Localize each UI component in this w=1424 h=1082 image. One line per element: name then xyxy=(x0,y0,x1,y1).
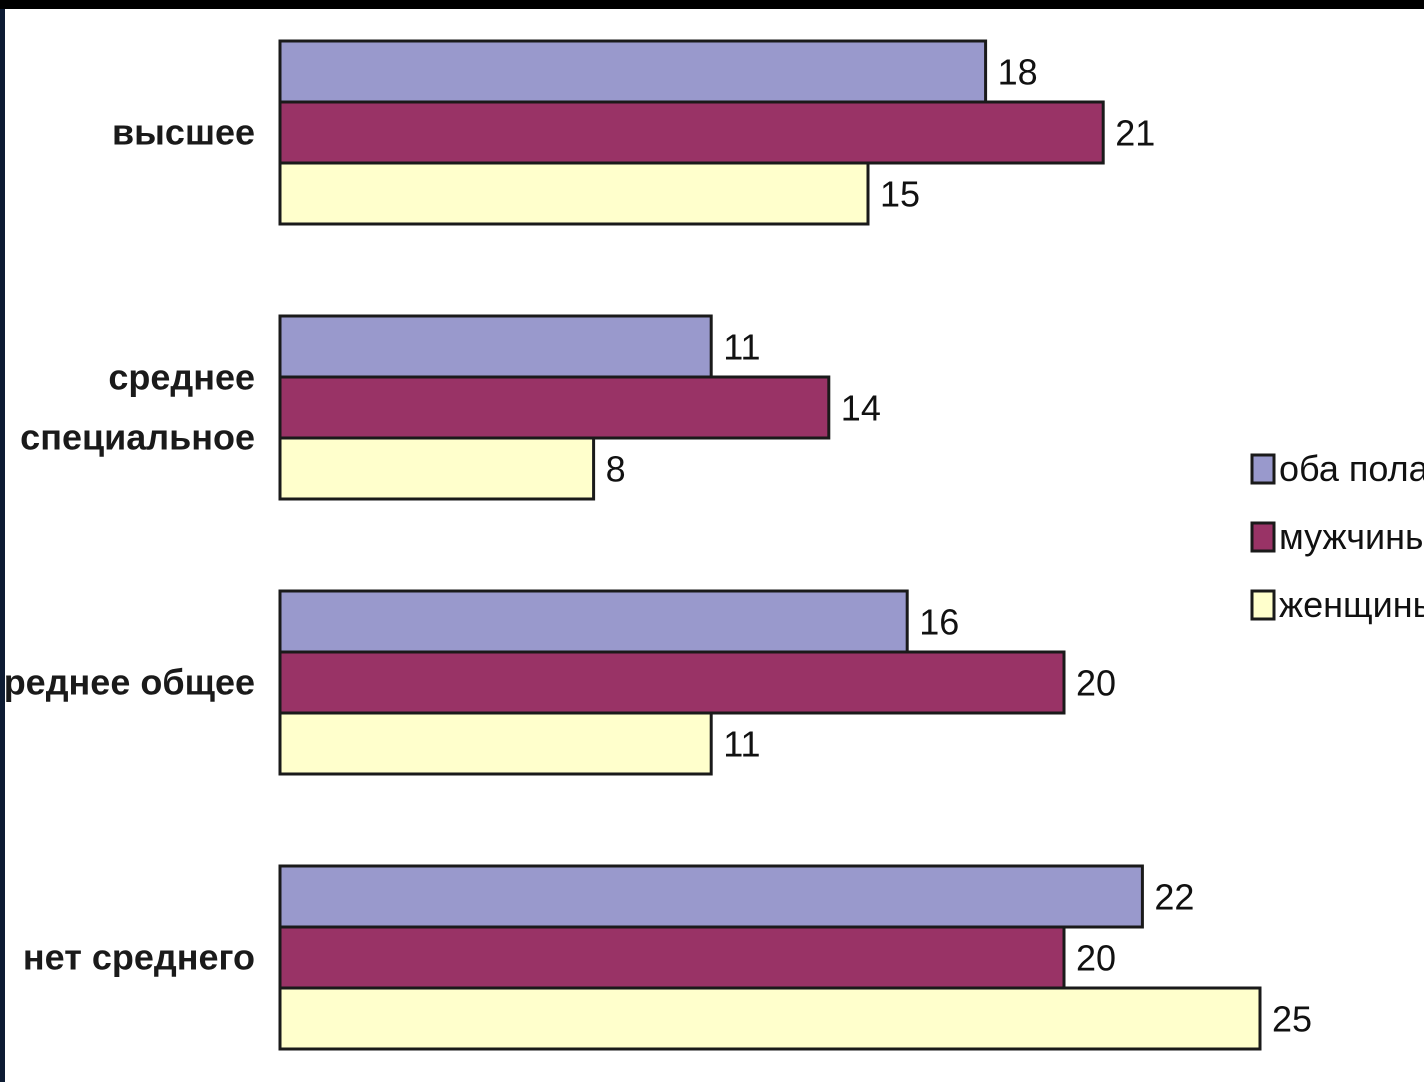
value-label-3-2: 20 xyxy=(1076,663,1116,704)
bar-1-1 xyxy=(278,39,988,104)
legend: оба пола мужчины женщины xyxy=(1250,448,1424,625)
legend-label-2: мужчины xyxy=(1279,516,1424,557)
bar-2-3 xyxy=(278,436,596,501)
bar-4-1 xyxy=(278,864,1144,929)
slide-top-band xyxy=(0,0,1424,9)
value-label-2-1: 11 xyxy=(723,327,760,368)
category-label-4: нет среднего xyxy=(23,937,255,978)
bar-3-1 xyxy=(278,589,909,654)
value-label-1-2: 21 xyxy=(1115,113,1155,154)
legend-label-3: женщины xyxy=(1279,584,1424,625)
value-label-2-2: 14 xyxy=(841,388,881,429)
legend-label-1: оба пола xyxy=(1279,448,1424,489)
category-label-3: среднее общее xyxy=(5,662,255,703)
value-label-1-3: 15 xyxy=(880,174,920,215)
bars-layer xyxy=(278,39,1262,1051)
category-labels: высшее среднее специальное среднее общее нет… xyxy=(5,112,255,978)
category-label-2-line-2: специальное xyxy=(20,417,255,458)
value-label-4-1: 22 xyxy=(1154,877,1194,918)
bar-chart: высшее среднее специальное среднее общее нет… xyxy=(5,39,1424,1051)
bar-4-3 xyxy=(278,986,1262,1051)
legend-swatch-1 xyxy=(1250,453,1276,485)
value-labels: 18 21 15 11 14 8 16 20 11 22 20 25 xyxy=(606,52,1312,1040)
category-label-1: высшее xyxy=(112,112,255,153)
value-label-3-3: 11 xyxy=(723,724,760,765)
bar-3-3 xyxy=(278,711,713,776)
value-label-4-3: 25 xyxy=(1272,999,1312,1040)
value-label-3-1: 16 xyxy=(919,602,959,643)
value-label-2-3: 8 xyxy=(606,449,626,490)
bar-1-2 xyxy=(278,100,1105,165)
category-label-2-line-1: среднее xyxy=(108,357,255,398)
chart-panel: высшее среднее специальное среднее общее нет… xyxy=(5,9,1424,1082)
legend-swatch-3 xyxy=(1250,589,1276,621)
bar-2-1 xyxy=(278,314,713,379)
legend-swatch-2 xyxy=(1250,521,1276,553)
bar-1-3 xyxy=(278,161,870,226)
value-label-4-2: 20 xyxy=(1076,938,1116,979)
bar-2-2 xyxy=(278,375,831,440)
bar-4-2 xyxy=(278,925,1066,990)
bar-3-2 xyxy=(278,650,1066,715)
value-label-1-1: 18 xyxy=(998,52,1038,93)
